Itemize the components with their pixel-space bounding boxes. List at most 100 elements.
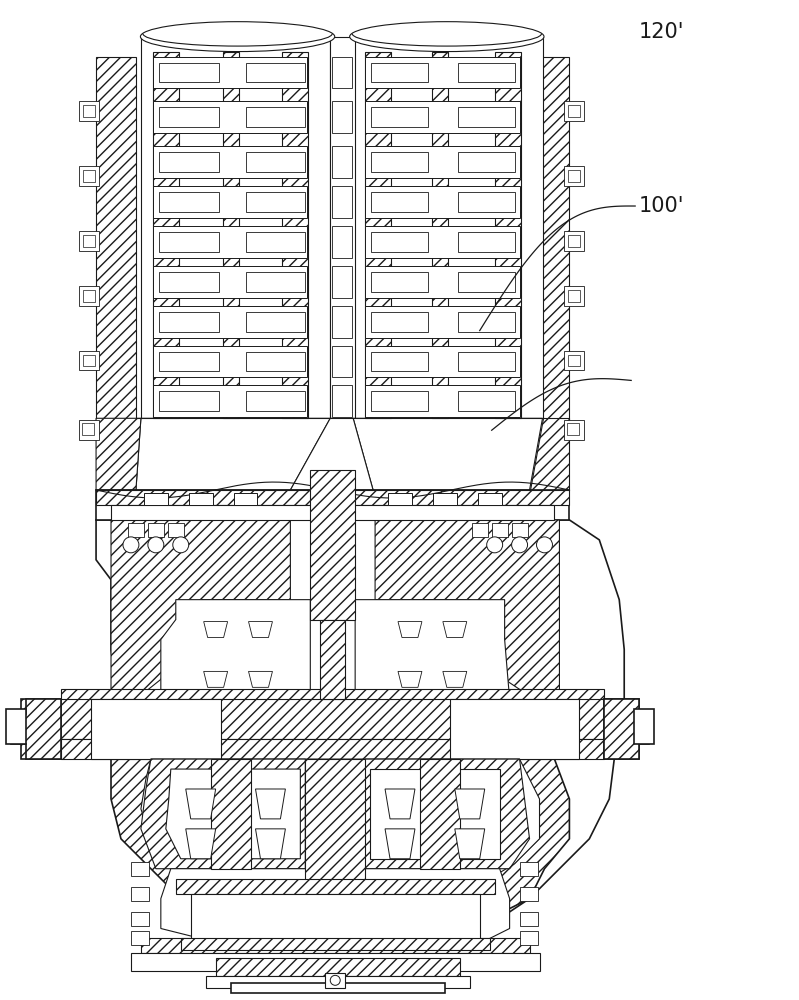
Bar (458, 232, 515, 252)
Bar (79, 231, 99, 251)
Polygon shape (223, 52, 239, 418)
Polygon shape (136, 418, 330, 490)
Bar (365, 101, 519, 133)
Bar (568, 105, 580, 117)
Polygon shape (443, 671, 467, 687)
Polygon shape (141, 759, 305, 869)
Bar (83, 105, 95, 117)
Bar (153, 226, 308, 258)
Bar (568, 290, 580, 302)
Bar (332, 346, 352, 377)
Bar (245, 192, 305, 212)
Bar (519, 912, 538, 926)
Polygon shape (290, 418, 373, 490)
Bar (332, 186, 352, 218)
Bar (365, 266, 519, 298)
Bar (159, 63, 219, 82)
Bar (159, 272, 219, 292)
Bar (159, 192, 219, 212)
Bar (332, 266, 352, 298)
Bar (458, 352, 515, 371)
Bar (91, 699, 221, 759)
Bar (245, 391, 305, 411)
Ellipse shape (350, 22, 544, 52)
Polygon shape (385, 829, 415, 859)
Polygon shape (161, 869, 510, 948)
Circle shape (487, 537, 503, 553)
Bar (79, 420, 99, 440)
Bar (365, 346, 519, 377)
Text: 120': 120' (639, 22, 685, 42)
Bar (83, 355, 95, 366)
Bar (148, 523, 164, 537)
Polygon shape (256, 829, 285, 859)
Bar (245, 107, 305, 127)
Bar (82, 423, 94, 435)
Bar (519, 887, 538, 901)
Polygon shape (11, 699, 62, 759)
Bar (153, 57, 308, 88)
Bar (159, 352, 219, 371)
Polygon shape (604, 699, 649, 759)
Polygon shape (375, 520, 559, 699)
Bar (159, 312, 219, 332)
Bar (458, 192, 515, 212)
Bar (189, 493, 213, 505)
Bar (181, 938, 490, 950)
Polygon shape (495, 52, 521, 418)
Circle shape (536, 537, 552, 553)
Bar (365, 57, 519, 88)
Bar (371, 352, 428, 371)
Bar (371, 107, 428, 127)
Polygon shape (310, 470, 355, 620)
Polygon shape (256, 789, 285, 819)
Bar (450, 699, 579, 759)
Bar (371, 192, 428, 212)
Bar (191, 894, 479, 943)
Bar (564, 101, 584, 121)
Bar (564, 286, 584, 306)
Polygon shape (248, 622, 272, 638)
Bar (131, 953, 539, 971)
Bar (365, 226, 519, 258)
Bar (564, 351, 584, 370)
Polygon shape (455, 829, 485, 859)
Bar (519, 862, 538, 876)
Bar (141, 37, 330, 430)
Bar (83, 290, 95, 302)
Bar (564, 166, 584, 186)
Polygon shape (153, 52, 179, 418)
Circle shape (330, 975, 340, 985)
Bar (233, 493, 257, 505)
Bar (332, 101, 352, 133)
Polygon shape (185, 789, 216, 819)
Ellipse shape (141, 22, 335, 52)
Bar (141, 938, 530, 953)
Polygon shape (42, 699, 624, 739)
Polygon shape (420, 759, 459, 869)
Bar (371, 391, 428, 411)
Bar (332, 385, 352, 417)
Bar (83, 235, 95, 247)
Bar (159, 152, 219, 172)
Polygon shape (282, 52, 308, 418)
Bar (365, 146, 519, 178)
Polygon shape (443, 622, 467, 638)
Bar (332, 57, 352, 88)
Bar (131, 887, 149, 901)
Bar (245, 312, 305, 332)
Polygon shape (355, 600, 510, 699)
Bar (168, 523, 184, 537)
Polygon shape (96, 57, 136, 440)
Bar (159, 232, 219, 252)
Polygon shape (62, 689, 604, 719)
Circle shape (173, 537, 189, 553)
Polygon shape (141, 759, 539, 904)
Circle shape (123, 537, 139, 553)
Circle shape (148, 537, 164, 553)
Bar (478, 493, 502, 505)
Polygon shape (385, 789, 415, 819)
Bar (231, 983, 445, 993)
Text: 100': 100' (639, 196, 685, 216)
Bar (433, 493, 457, 505)
